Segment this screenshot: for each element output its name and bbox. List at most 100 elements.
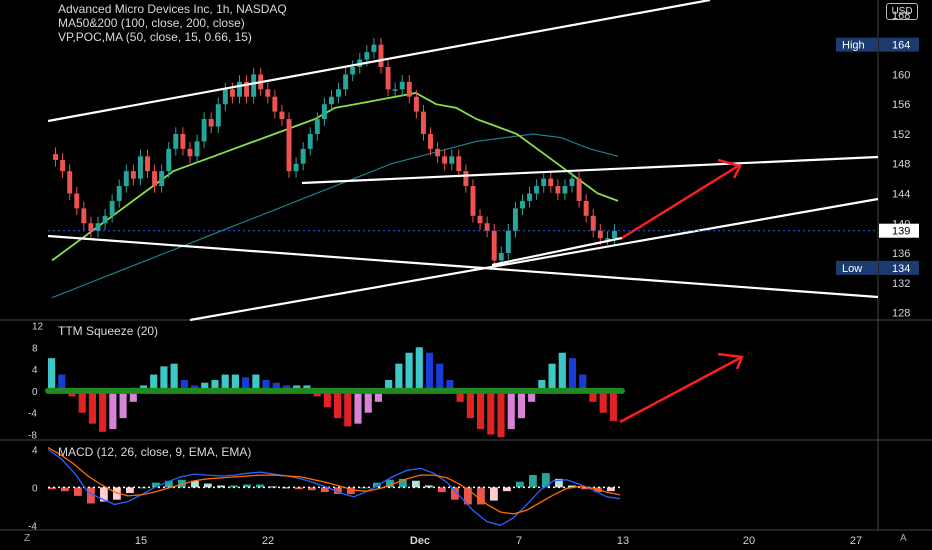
macd-histogram-bar [74, 487, 82, 496]
squeeze-arrow [619, 355, 743, 424]
macd-histogram-bar [282, 487, 290, 489]
macd-histogram-bar [607, 487, 615, 492]
squeeze-bar [456, 390, 464, 402]
trend-line [189, 197, 879, 322]
candle-body [194, 141, 200, 157]
price-tick-label: 144 [892, 188, 910, 200]
price-label-text: Low [842, 263, 862, 275]
squeeze-bar [548, 363, 556, 391]
price-label-box [879, 37, 919, 52]
trend-line [491, 236, 623, 267]
price-tick-label: 128 [892, 308, 910, 320]
currency-button[interactable]: USD [886, 3, 918, 20]
price-label-tag [836, 260, 878, 275]
time-tick-label: 13 [617, 535, 629, 547]
price-tick-label: 152 [892, 129, 910, 141]
squeeze-bar [528, 390, 536, 402]
indicator-vp-title: VP,POC,MA (50, close, 15, 0.66, 15) [58, 30, 252, 44]
macd-histogram-bar [191, 480, 199, 488]
candle-body [583, 200, 589, 216]
signal-line [47, 447, 621, 515]
candle-body [279, 111, 285, 120]
price-tick-label: 136 [892, 248, 910, 260]
macd-tick-label: -4 [28, 521, 37, 532]
time-tick-label: 27 [850, 535, 862, 547]
macd-histogram-bar [555, 478, 563, 488]
trend-line [47, 0, 711, 123]
candle-body [229, 89, 235, 97]
candle-body [265, 89, 271, 97]
macd-histogram-bar [347, 487, 355, 494]
squeeze-bar [415, 347, 423, 391]
candle-body [272, 96, 278, 112]
squeeze-tick-label: -8 [28, 431, 37, 442]
macd-histogram-bar [542, 473, 550, 488]
price-label-box [879, 223, 919, 238]
macd-histogram-bar [217, 485, 225, 488]
candle-body [137, 156, 143, 179]
price-label-box [879, 260, 919, 275]
candle-body [576, 178, 582, 201]
candle-body [385, 66, 391, 90]
squeeze-bar [425, 352, 434, 391]
squeeze-bar [58, 374, 66, 391]
candle-body [321, 104, 327, 120]
macd-tick-label: 4 [32, 445, 38, 456]
macd-histogram-bar [61, 487, 69, 492]
zoom-reset-button[interactable]: Z [24, 533, 31, 544]
candle-body [67, 171, 73, 194]
candle-body [74, 193, 80, 209]
candle-body [336, 89, 342, 97]
candle-body [159, 171, 165, 187]
candle-body [350, 66, 356, 75]
candle-body [512, 208, 518, 231]
macd-histogram-bar [139, 487, 147, 489]
candle-body [300, 148, 306, 164]
projection-arrowhead [717, 158, 742, 179]
macd-histogram-bar [230, 485, 238, 488]
candle-body [88, 223, 94, 231]
macd-histogram-bar [568, 485, 576, 488]
macd-histogram-bar [321, 487, 329, 493]
squeeze-bar [497, 390, 505, 438]
candle-body [505, 230, 511, 254]
price-label-text: High [842, 40, 865, 52]
candle-body [222, 89, 228, 105]
price-tick-label: 160 [892, 69, 910, 81]
candle-body [562, 186, 568, 194]
auto-scale-button[interactable]: A [900, 533, 907, 544]
candle-body [399, 81, 405, 90]
squeeze-tick-label: 8 [32, 343, 38, 354]
candle-body [413, 96, 419, 112]
macd-histogram-bar [438, 487, 446, 493]
candle-body [208, 119, 214, 127]
candle-body [145, 156, 150, 172]
macd-histogram-bar [516, 481, 524, 488]
candle-body [314, 119, 320, 134]
indicator-ma-title: MA50&200 (100, close, 200, close) [58, 16, 245, 30]
candle-body [428, 133, 433, 149]
candle-body [343, 74, 349, 90]
squeeze-bar [385, 380, 393, 391]
macd-histogram-bar [503, 487, 511, 492]
candle-body [449, 156, 455, 164]
trend-line [47, 234, 879, 299]
candle-body [435, 148, 441, 157]
candle-body [406, 81, 412, 97]
squeeze-bar [599, 390, 607, 413]
squeeze-bar [99, 390, 107, 432]
candle-body [123, 171, 129, 187]
squeeze-bar [507, 390, 515, 430]
time-tick-label: 15 [135, 535, 147, 547]
squeeze-bar [211, 380, 219, 391]
time-tick-label: Dec [410, 535, 430, 547]
price-label-value: 139 [892, 226, 910, 238]
candle-body [53, 154, 59, 160]
squeeze-bar [405, 352, 413, 391]
macd-histogram-bar [308, 487, 316, 491]
candle-body [286, 119, 292, 172]
candle-body [371, 44, 377, 53]
macd-histogram-bar [152, 482, 160, 488]
time-tick-label: 22 [262, 535, 274, 547]
